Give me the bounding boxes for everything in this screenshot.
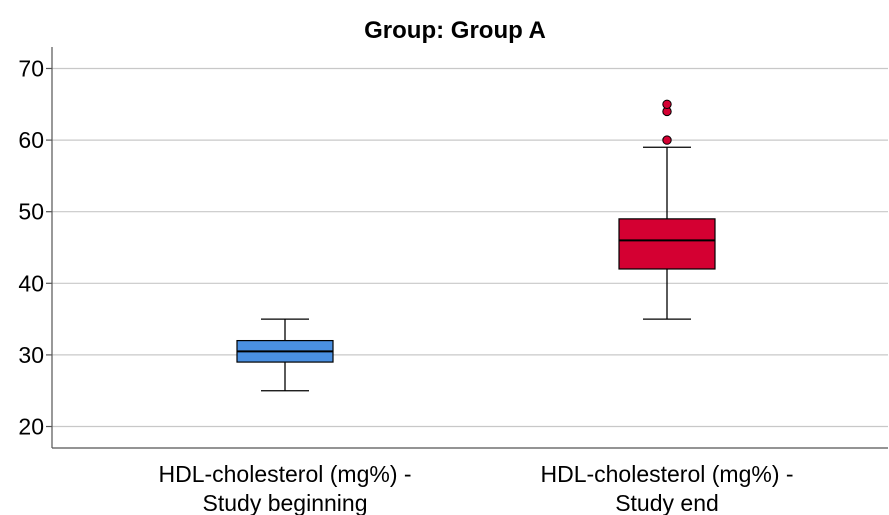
y-tick-label-50: 50 xyxy=(18,199,44,225)
axes xyxy=(46,47,888,449)
y-tick-label-20: 20 xyxy=(18,414,44,440)
outlier-point-1 xyxy=(662,135,672,145)
y-tick-label-60: 60 xyxy=(18,127,44,153)
x-category-label-2-line-1: HDL-cholesterol (mg%) - xyxy=(540,461,793,487)
box-series-2 xyxy=(618,99,716,320)
y-tick-label-30: 30 xyxy=(18,342,44,368)
y-tick-label-70: 70 xyxy=(18,55,44,81)
y-tick-label-40: 40 xyxy=(18,270,44,296)
x-category-label-2-line-2: Study end xyxy=(615,490,719,515)
x-category-labels: HDL-cholesterol (mg%) - Study beginning HD… xyxy=(158,461,793,515)
y-tick-labels: 20 30 40 50 60 70 xyxy=(18,55,44,439)
outlier-point-3 xyxy=(662,99,672,109)
iqr-box xyxy=(618,218,716,270)
box-series-1 xyxy=(236,318,334,392)
chart-title: Group: Group A xyxy=(364,17,546,44)
gridlines xyxy=(52,67,888,428)
x-category-label-1-line-1: HDL-cholesterol (mg%) - xyxy=(158,461,411,487)
boxes xyxy=(236,99,716,392)
x-category-label-1-line-2: Study beginning xyxy=(203,490,368,515)
